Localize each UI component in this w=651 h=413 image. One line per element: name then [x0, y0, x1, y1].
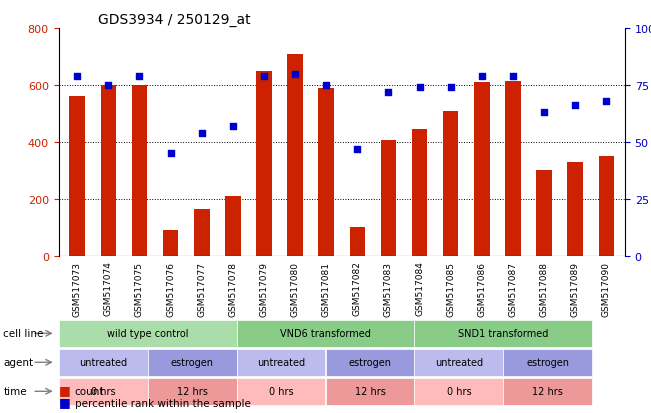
Bar — [225, 197, 241, 256]
Point — [508, 73, 518, 80]
Bar — [474, 83, 490, 256]
Text: ■: ■ — [59, 383, 70, 396]
Text: time: time — [3, 386, 27, 396]
Point — [601, 98, 611, 105]
Point — [477, 73, 487, 80]
Point — [445, 85, 456, 91]
Text: estrogen: estrogen — [171, 357, 214, 368]
Point — [134, 73, 145, 80]
Text: VND6 transformed: VND6 transformed — [280, 328, 371, 339]
Text: untreated: untreated — [257, 357, 305, 368]
Text: cell line: cell line — [3, 328, 44, 339]
Point — [165, 150, 176, 157]
Bar — [287, 55, 303, 256]
Bar — [101, 85, 116, 256]
Bar — [568, 162, 583, 256]
Bar — [381, 141, 396, 256]
Point — [570, 103, 581, 109]
Point — [290, 71, 300, 78]
Bar — [536, 171, 552, 256]
Bar — [350, 228, 365, 256]
Point — [352, 146, 363, 152]
Text: ■: ■ — [59, 396, 70, 408]
Text: 0 hrs: 0 hrs — [90, 386, 115, 396]
Bar — [163, 230, 178, 256]
Point — [415, 85, 425, 91]
Point — [197, 130, 207, 137]
Text: wild type control: wild type control — [107, 328, 188, 339]
Text: estrogen: estrogen — [348, 357, 391, 368]
Bar — [443, 111, 458, 256]
Text: 12 hrs: 12 hrs — [355, 386, 385, 396]
Bar — [318, 88, 334, 256]
Text: 0 hrs: 0 hrs — [447, 386, 471, 396]
Point — [321, 82, 331, 89]
Text: 0 hrs: 0 hrs — [269, 386, 294, 396]
Point — [539, 109, 549, 116]
Text: untreated: untreated — [79, 357, 127, 368]
Point — [72, 73, 83, 80]
Bar — [256, 71, 271, 256]
Point — [258, 73, 269, 80]
Text: estrogen: estrogen — [527, 357, 570, 368]
Text: 12 hrs: 12 hrs — [533, 386, 563, 396]
Point — [228, 123, 238, 130]
Bar — [132, 85, 147, 256]
Bar — [194, 209, 210, 256]
Point — [103, 82, 113, 89]
Text: 12 hrs: 12 hrs — [176, 386, 208, 396]
Text: percentile rank within the sample: percentile rank within the sample — [75, 399, 251, 408]
Text: SND1 transformed: SND1 transformed — [458, 328, 549, 339]
Point — [383, 89, 394, 96]
Bar — [412, 130, 427, 256]
Bar — [505, 81, 521, 256]
Text: agent: agent — [3, 357, 33, 368]
Bar — [598, 157, 614, 256]
Text: untreated: untreated — [435, 357, 483, 368]
Text: GDS3934 / 250129_at: GDS3934 / 250129_at — [98, 12, 251, 26]
Text: count: count — [75, 386, 104, 396]
Bar — [70, 97, 85, 256]
